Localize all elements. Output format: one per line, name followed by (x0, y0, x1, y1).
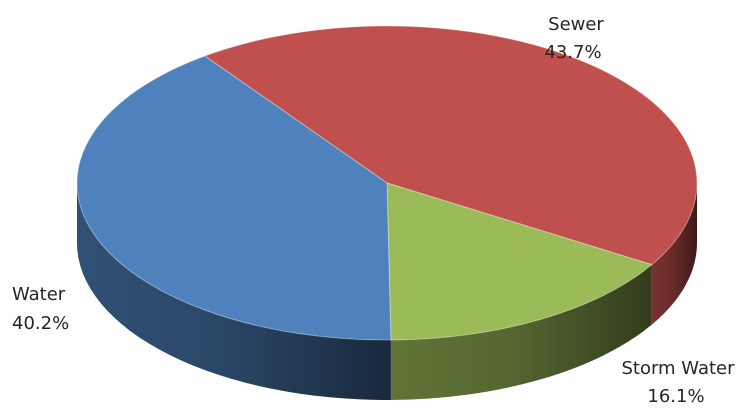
slice-label-name-water: Water (12, 284, 66, 305)
pie-slice-water (76, 55, 392, 341)
slice-label-name-sewer: Sewer (548, 14, 604, 35)
slice-label-value-water: 40.2% (12, 313, 69, 334)
pie-side-sewer (651, 183, 697, 325)
pie-sides (77, 183, 697, 400)
slice-label-value-sewer: 43.7% (544, 42, 601, 63)
pie-side-storm-water (390, 264, 652, 400)
pie-top (76, 25, 698, 341)
pie-side-water (77, 183, 391, 400)
pie-slice-storm-water (386, 182, 653, 341)
slice-label-value-storm-water: 16.1% (647, 386, 704, 407)
slice-label-name-storm-water: Storm Water (621, 358, 735, 379)
pie-slice-sewer (203, 25, 698, 266)
